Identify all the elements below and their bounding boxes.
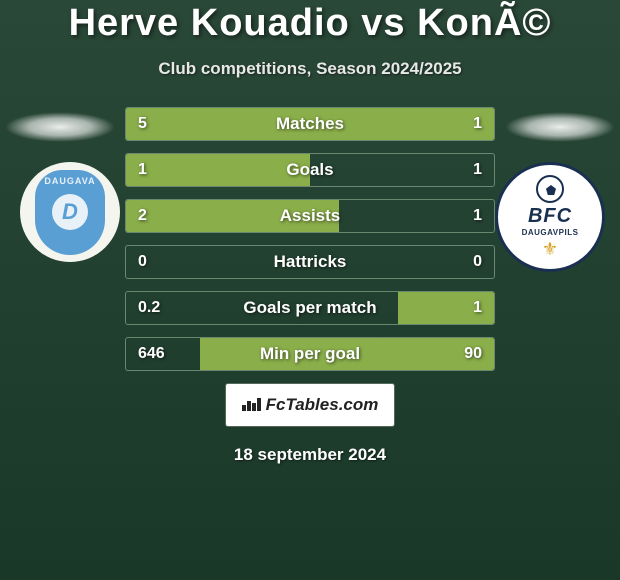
team-left-logo: DAUGAVA D <box>20 162 120 262</box>
stat-left-value: 0 <box>138 253 147 271</box>
logo-right-city: DAUGAVPILS <box>522 228 579 237</box>
stat-right-value: 90 <box>464 345 482 363</box>
stat-right-value: 1 <box>473 161 482 179</box>
spotlight-right <box>505 112 615 142</box>
stat-row-matches: 5 Matches 1 <box>125 107 495 141</box>
header: Herve Kouadio vs KonÃ© Club competitions… <box>0 0 620 79</box>
stat-left-value: 1 <box>138 161 147 179</box>
bar-left <box>126 154 310 186</box>
stat-label: Matches <box>276 114 344 134</box>
stat-row-gpm: 0.2 Goals per match 1 <box>125 291 495 325</box>
soccer-ball-icon <box>536 175 564 203</box>
footer-brand-badge: FcTables.com <box>225 383 395 427</box>
stat-label: Hattricks <box>274 252 347 272</box>
stat-right-value: 0 <box>473 253 482 271</box>
chart-icon <box>242 395 262 416</box>
stat-left-value: 0.2 <box>138 299 160 317</box>
spotlight-left <box>5 112 115 142</box>
stat-row-goals: 1 Goals 1 <box>125 153 495 187</box>
content-area: DAUGAVA D BFC DAUGAVPILS ⚜ 5 Matches 1 1… <box>0 107 620 465</box>
stat-left-value: 2 <box>138 207 147 225</box>
stat-label: Min per goal <box>260 344 360 364</box>
logo-left-letter: D <box>52 194 88 230</box>
stat-label: Assists <box>280 206 340 226</box>
stats-container: 5 Matches 1 1 Goals 1 2 Assists 1 0 Hatt… <box>125 107 495 465</box>
date-text: 18 september 2024 <box>125 445 495 465</box>
logo-left-top-text: DAUGAVA <box>44 176 95 186</box>
subtitle: Club competitions, Season 2024/2025 <box>0 59 620 79</box>
shield-icon: DAUGAVA D <box>35 170 105 255</box>
stat-row-mpg: 646 Min per goal 90 <box>125 337 495 371</box>
stat-left-value: 5 <box>138 115 147 133</box>
stat-row-hattricks: 0 Hattricks 0 <box>125 245 495 279</box>
page-title: Herve Kouadio vs KonÃ© <box>0 2 620 45</box>
stat-row-assists: 2 Assists 1 <box>125 199 495 233</box>
stat-right-value: 1 <box>473 207 482 225</box>
stat-right-value: 1 <box>473 115 482 133</box>
stat-label: Goals <box>286 160 333 180</box>
stat-right-value: 1 <box>473 299 482 317</box>
logo-right-bfc: BFC <box>522 205 579 228</box>
footer-brand-text: FcTables.com <box>266 395 379 415</box>
logo-right-content: BFC DAUGAVPILS ⚜ <box>522 175 579 259</box>
team-right-logo: BFC DAUGAVPILS ⚜ <box>495 162 605 272</box>
stat-left-value: 646 <box>138 345 165 363</box>
bar-left <box>126 108 402 140</box>
fleur-de-lis-icon: ⚜ <box>540 239 560 259</box>
stat-label: Goals per match <box>243 298 376 318</box>
